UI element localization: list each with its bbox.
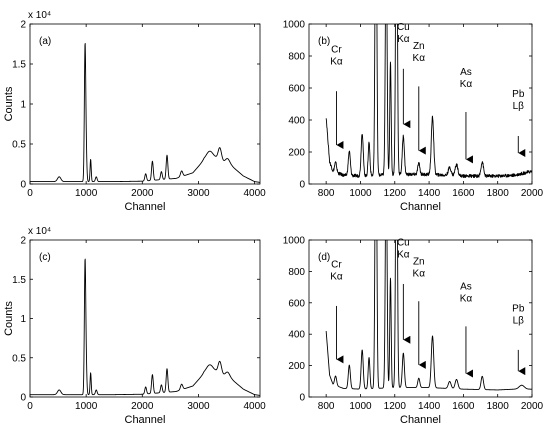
- y-tick-label: 1.5: [12, 275, 26, 286]
- y-tick-label: 0: [20, 180, 26, 191]
- line-label: Kα: [460, 79, 473, 90]
- x-tick-label: 1600: [452, 188, 475, 199]
- x-tick-label: 1400: [418, 401, 441, 412]
- x-tick-label: 1200: [384, 401, 407, 412]
- element-label: As: [460, 282, 472, 293]
- x-tick-label: 3000: [187, 188, 210, 199]
- x-tick-label: 2000: [521, 188, 544, 199]
- x-tick-label: 4000: [243, 401, 266, 412]
- x-tick-label: 1800: [487, 188, 510, 199]
- panel-label: (a): [39, 36, 51, 47]
- panel-label: (b): [318, 36, 330, 47]
- x-tick-label: 1600: [452, 401, 475, 412]
- line-label: Lβ: [513, 101, 525, 112]
- line-label: Kα: [413, 53, 426, 64]
- element-label: Cr: [331, 260, 342, 271]
- element-label: Pb: [512, 304, 525, 315]
- y-tick-label: 2: [20, 236, 26, 247]
- x-tick-label: 800: [318, 401, 335, 412]
- y-tick-label: 1000: [283, 20, 306, 31]
- y-tick-label: 0.5: [12, 353, 26, 364]
- plot-frame-d: [308, 239, 533, 398]
- element-label: As: [460, 67, 472, 78]
- panel-label: (d): [318, 252, 330, 263]
- element-label: Cr: [331, 44, 342, 55]
- x-tick-label: 1200: [384, 188, 407, 199]
- y-tick-label: 0: [299, 393, 305, 404]
- y-axis-label: Counts: [3, 86, 15, 121]
- y-tick-label: 600: [288, 84, 305, 95]
- y-tick-label: 1: [20, 100, 26, 111]
- element-label: Zn: [413, 41, 425, 52]
- y-tick-label: 2: [20, 20, 26, 31]
- x-axis-label: Channel: [400, 201, 441, 213]
- y-tick-label: 200: [288, 361, 305, 372]
- x-tick-label: 1800: [487, 401, 510, 412]
- y-tick-label: 200: [288, 148, 305, 159]
- element-label: Pb: [512, 89, 525, 100]
- panel-a: 0 1000 2000 3000 4000 0 0.5 1 1.5 2 Channel Counts x…: [3, 10, 266, 213]
- element-label: Cu: [397, 22, 410, 33]
- y-scale-multiplier: x 10⁴: [28, 226, 51, 237]
- y-tick-label: 0.5: [12, 140, 26, 151]
- x-tick-label: 0: [27, 188, 33, 199]
- x-tick-label: 1000: [75, 401, 98, 412]
- x-tick-label: 1400: [418, 188, 441, 199]
- x-axis-label: Channel: [400, 414, 441, 426]
- y-tick-label: 0: [299, 180, 305, 191]
- x-tick-label: 2000: [131, 401, 154, 412]
- line-label: Kα: [397, 250, 410, 261]
- x-tick-label: 800: [318, 188, 335, 199]
- line-label: Kα: [330, 272, 343, 283]
- y-tick-label: 0: [20, 393, 26, 404]
- spectrum-line-b: [325, 24, 532, 179]
- element-label: Cu: [397, 238, 410, 249]
- x-tick-label: 1000: [75, 188, 98, 199]
- y-axis-label: Counts: [3, 301, 15, 336]
- y-scale-multiplier: x 10⁴: [28, 10, 51, 21]
- y-tick-label: 400: [288, 330, 305, 341]
- x-tick-label: 1000: [349, 188, 372, 199]
- spectrum-line-c: [30, 258, 260, 396]
- x-tick-label: 3000: [187, 401, 210, 412]
- x-tick-label: 4000: [243, 188, 266, 199]
- spectrum-line-d: [325, 240, 532, 391]
- panel-label: (c): [39, 252, 51, 263]
- line-label: Kα: [397, 34, 410, 45]
- element-label: Zn: [413, 257, 425, 268]
- y-tick-label: 600: [288, 298, 305, 309]
- x-axis-label: Channel: [125, 201, 166, 213]
- line-label: Kα: [460, 294, 473, 305]
- y-tick-label: 800: [288, 52, 305, 63]
- x-tick-label: 2000: [131, 188, 154, 199]
- y-tick-label: 400: [288, 116, 305, 127]
- x-tick-label: 0: [27, 401, 33, 412]
- x-tick-label: 2000: [521, 401, 544, 412]
- line-label: Kα: [413, 269, 426, 280]
- panel-c: 0 1000 2000 3000 4000 0 0.5 1 1.5 2 Channel Counts x…: [3, 226, 266, 426]
- x-tick-label: 1000: [349, 401, 372, 412]
- x-axis-label: Channel: [125, 414, 166, 426]
- line-label: Lβ: [513, 316, 525, 327]
- panel-d: 800 1000 1200 1400 1600 1800 2000 0 200 400 600 800…: [283, 236, 544, 427]
- y-tick-label: 1: [20, 314, 26, 325]
- line-label: Kα: [330, 56, 343, 67]
- plot-frame-b: [308, 23, 533, 185]
- y-tick-label: 1.5: [12, 60, 26, 71]
- y-tick-label: 1000: [283, 236, 306, 247]
- y-tick-label: 800: [288, 267, 305, 278]
- panel-b: 800 1000 1200 1400 1600 1800 2000 0 200 400 600 800…: [283, 20, 544, 214]
- spectrum-line-a: [30, 43, 260, 183]
